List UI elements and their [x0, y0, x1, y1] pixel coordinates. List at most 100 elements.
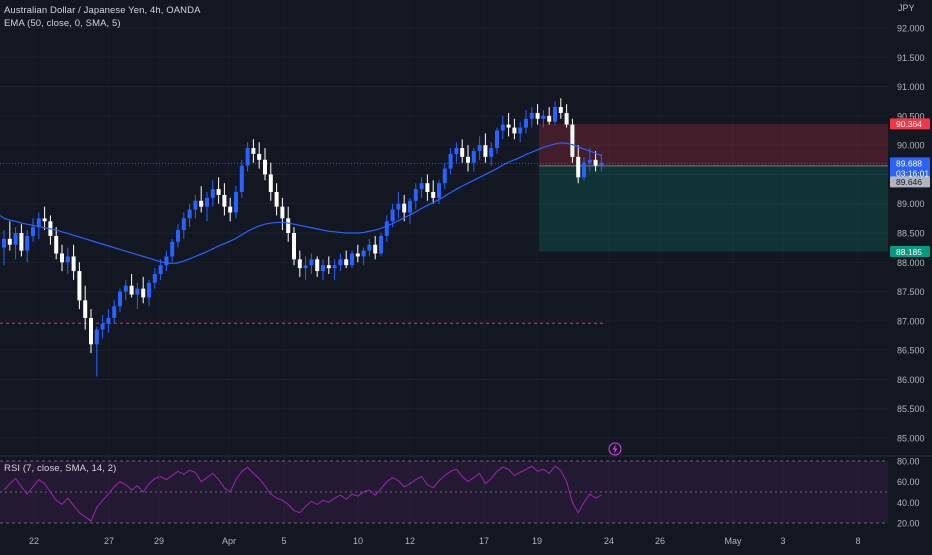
time-tick-label: 17 — [479, 536, 489, 546]
candle-body — [500, 124, 505, 131]
current-price-tag: 89.688 — [896, 158, 922, 168]
candle-body — [199, 200, 204, 207]
time-tick-label: 3 — [780, 536, 785, 546]
price-tick-label: 88.500 — [897, 229, 925, 239]
candle-body — [222, 194, 227, 207]
candle-body — [547, 115, 552, 122]
candle-body — [332, 265, 337, 269]
candle-body — [31, 227, 35, 236]
candle-body — [292, 233, 296, 260]
candle-body — [123, 285, 128, 292]
candle-body — [89, 317, 93, 345]
price-tick-label: 90.000 — [897, 141, 925, 151]
candle-body — [228, 206, 233, 213]
candle-body — [355, 253, 360, 257]
candle-body — [176, 230, 180, 242]
candle-body — [245, 148, 250, 166]
symbol-legend[interactable]: Australian Dollar / Japanese Yen, 4h, OA… — [4, 5, 201, 16]
candle-body — [384, 221, 389, 236]
time-tick-label: 27 — [104, 536, 114, 546]
candle-body — [477, 145, 482, 151]
price-tick-label: 91.000 — [897, 82, 925, 92]
candle-body — [147, 282, 151, 298]
candle-body — [251, 148, 256, 154]
price-tick-label: 87.500 — [897, 287, 925, 297]
candle-body — [437, 183, 441, 198]
candle-body — [13, 233, 18, 245]
time-tick-label: 12 — [405, 536, 415, 546]
candle-body — [344, 259, 349, 266]
stop-loss-zone — [539, 123, 888, 166]
price-axis[interactable]: 92.00091.50091.00090.50090.00089.50089.0… — [897, 3, 925, 529]
candle-body — [408, 200, 412, 213]
candle-body — [152, 274, 157, 283]
grid-lines — [0, 27, 932, 457]
ema-path — [0, 142, 602, 265]
candle-body — [83, 300, 88, 318]
candle-body — [338, 259, 343, 266]
time-tick-label: Apr — [222, 536, 236, 546]
rsi-legend[interactable]: RSI (7, close, SMA, 14, 2) — [4, 463, 117, 474]
candle-body — [396, 203, 401, 210]
time-tick-label: 26 — [655, 536, 665, 546]
candle-body — [489, 148, 494, 157]
candle-body — [587, 159, 592, 163]
rsi-path — [3, 465, 602, 522]
rsi-tick-label: 80.00 — [897, 457, 920, 467]
candle-body — [309, 259, 314, 266]
target-price-tag-bg — [890, 245, 930, 257]
rsi-tick-label: 40.00 — [897, 498, 920, 508]
candle-body — [576, 156, 581, 178]
candle-body — [495, 130, 499, 149]
price-tick-label: 87.000 — [897, 316, 925, 326]
time-axis[interactable]: 22 27 29 Apr 5 10 12 17 19 24 26 May 3 8 — [29, 536, 861, 546]
candle-body — [413, 189, 418, 201]
candle-body — [141, 288, 146, 298]
candle-body — [106, 317, 111, 324]
candle-body — [558, 107, 563, 113]
rsi-pane[interactable] — [0, 460, 888, 524]
candle-body — [593, 159, 598, 166]
alert-icon[interactable] — [608, 442, 622, 456]
candle-body — [187, 209, 192, 219]
candle-body — [42, 218, 47, 222]
candle-body — [60, 253, 64, 263]
candle-body — [112, 306, 117, 318]
time-tick-label: 5 — [281, 536, 286, 546]
rsi-tick-label: 20.00 — [897, 519, 920, 529]
stop-price-tag: 90.364 — [896, 119, 922, 129]
candle-body — [524, 118, 528, 128]
candle-body — [181, 218, 186, 231]
rsi-tick-label: 60.00 — [897, 477, 920, 487]
position-tool[interactable] — [0, 123, 888, 252]
candle-body — [216, 189, 221, 195]
candle-body — [570, 124, 575, 157]
price-tick-label: 85.500 — [897, 404, 925, 414]
candle-body — [257, 153, 262, 160]
candle-body — [448, 153, 453, 169]
candle-body — [94, 329, 99, 345]
currency-label: JPY — [898, 3, 915, 13]
candle-body — [321, 265, 325, 272]
candle-body — [239, 165, 244, 192]
candle-body — [164, 256, 169, 266]
price-tick-label: 88.000 — [897, 258, 925, 268]
candle-body — [535, 112, 540, 119]
candle-body — [210, 189, 215, 198]
candle-body — [442, 168, 447, 184]
ema-legend[interactable]: EMA (50, close, 0, SMA, 5) — [4, 18, 121, 29]
ema-line — [0, 142, 602, 265]
candle-body — [483, 145, 488, 157]
candle-body — [367, 244, 372, 251]
candle-body — [297, 259, 302, 269]
price-tick-label: 85.000 — [897, 434, 925, 444]
candle-body — [506, 124, 511, 128]
candle-body — [193, 200, 198, 210]
candle-body — [582, 162, 586, 178]
candle-body — [541, 115, 546, 119]
candlestick-series[interactable] — [2, 98, 604, 377]
lightning-icon-ring — [608, 442, 622, 456]
candle-body — [599, 162, 604, 166]
